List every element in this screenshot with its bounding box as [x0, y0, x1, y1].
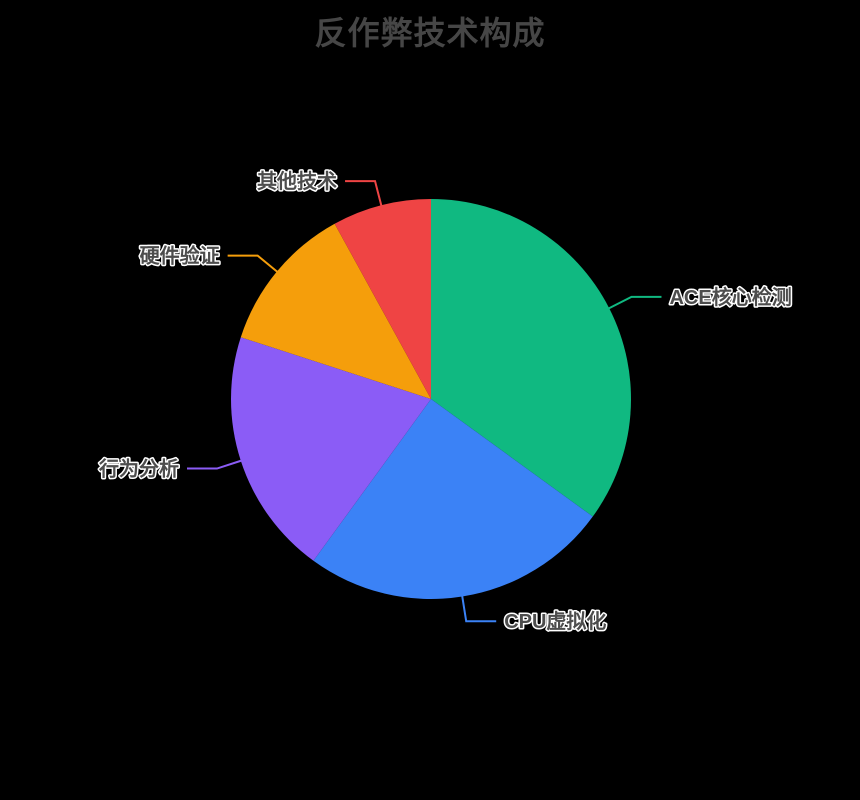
chart-title: 反作弊技术构成	[314, 15, 546, 51]
pie-slice-其他技术[interactable]	[334, 199, 431, 399]
pie-slice-ACE核心检测[interactable]	[431, 199, 631, 517]
pie-slice-硬件验证[interactable]	[240, 223, 431, 399]
pie-label-其他技术: 其他技术	[257, 169, 337, 193]
pie-label-行为分析: 行为分析	[98, 457, 179, 481]
label-line-ACE核心检测	[607, 295, 662, 310]
label-line-硬件验证	[227, 254, 279, 273]
pie-slice-CPU虚拟化[interactable]	[313, 399, 593, 599]
label-line-CPU虚拟化	[461, 595, 497, 623]
pie-slice-行为分析[interactable]	[231, 337, 431, 561]
pie-label-CPU虚拟化: CPU虚拟化	[504, 609, 606, 633]
label-line-其他技术	[345, 180, 383, 207]
label-line-行为分析	[187, 459, 243, 470]
pie-label-硬件验证: 硬件验证	[140, 244, 220, 268]
pie-label-ACE核心检测: ACE核心检测	[669, 285, 791, 309]
